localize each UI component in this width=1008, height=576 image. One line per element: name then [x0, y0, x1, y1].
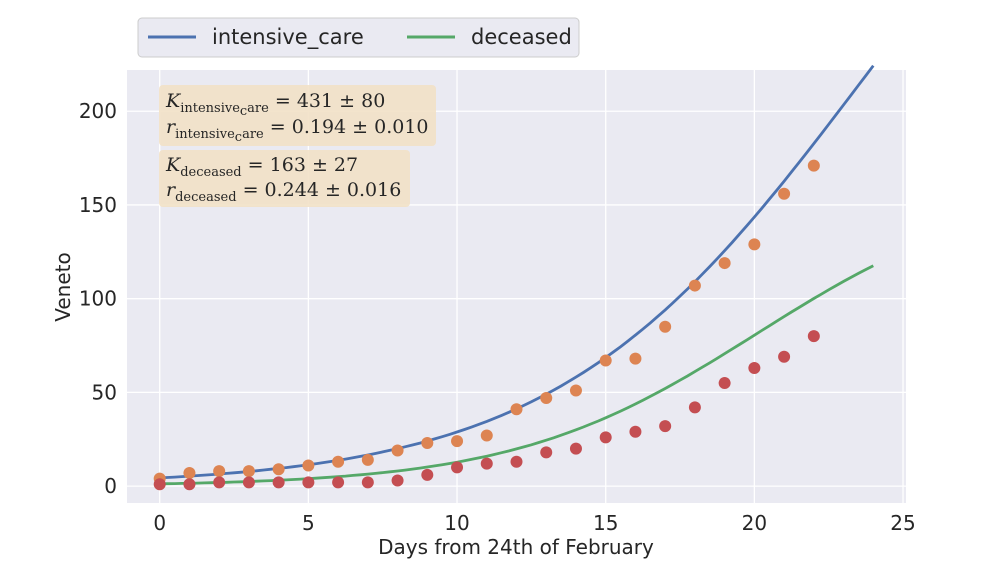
x-tick-label: 10	[444, 511, 469, 535]
data-point-deceased	[599, 431, 612, 444]
data-point-deceased	[302, 476, 315, 489]
y-axis-label: Veneto	[51, 252, 75, 322]
data-point-deceased	[778, 350, 791, 363]
data-point-deceased	[807, 330, 820, 343]
data-point-intensive-care	[599, 354, 612, 367]
data-point-deceased	[748, 362, 761, 375]
annotation-k-intensive-care: Kintensivecare = 431 ± 80	[165, 90, 385, 119]
x-tick-label: 5	[302, 511, 315, 535]
data-point-intensive-care	[778, 187, 791, 200]
data-point-deceased	[272, 476, 285, 489]
annotation-r-deceased: rdeceased = 0.244 ± 0.016	[166, 179, 401, 205]
y-tick-label: 200	[79, 99, 117, 123]
data-point-intensive-care	[421, 437, 434, 450]
data-point-intensive-care	[361, 453, 374, 466]
annotation-k-deceased: Kdeceased = 163 ± 27	[165, 154, 358, 180]
data-point-intensive-care	[569, 384, 582, 397]
data-point-intensive-care	[659, 320, 672, 333]
x-tick-label: 15	[593, 511, 618, 535]
data-point-deceased	[540, 446, 553, 459]
data-point-intensive-care	[510, 403, 523, 416]
y-tick-label: 0	[104, 474, 117, 498]
data-point-deceased	[659, 420, 672, 433]
data-point-intensive-care	[332, 455, 345, 468]
data-point-deceased	[510, 455, 523, 468]
data-point-deceased	[718, 377, 731, 390]
data-point-intensive-care	[807, 159, 820, 172]
legend-label-deceased: deceased	[471, 25, 572, 49]
data-point-deceased	[183, 478, 196, 491]
data-point-intensive-care	[688, 279, 701, 292]
data-point-deceased	[242, 476, 255, 489]
data-point-intensive-care	[272, 463, 285, 476]
x-tick-label: 0	[153, 511, 166, 535]
data-point-intensive-care	[213, 465, 226, 478]
x-tick-label: 20	[742, 511, 767, 535]
data-point-intensive-care	[718, 257, 731, 270]
x-axis-label: Days from 24th of February	[378, 535, 654, 559]
legend-label-intensive-care: intensive_care	[212, 25, 364, 50]
data-point-deceased	[213, 476, 226, 489]
y-tick-label: 150	[79, 193, 117, 217]
data-point-deceased	[451, 461, 464, 474]
data-point-deceased	[153, 478, 166, 491]
legend: intensive_care deceased	[137, 17, 580, 58]
annotation-r-intensive-care: rintensivecare = 0.194 ± 0.010	[166, 116, 429, 145]
data-point-deceased	[391, 474, 404, 487]
data-point-intensive-care	[451, 435, 464, 448]
data-point-intensive-care	[480, 429, 493, 442]
x-tick-labels: 0 5 10 15 20 25	[153, 511, 915, 535]
data-point-intensive-care	[540, 392, 553, 405]
data-point-intensive-care	[183, 467, 196, 480]
grid	[127, 70, 906, 503]
data-point-deceased	[332, 476, 345, 489]
y-tick-label: 100	[79, 287, 117, 311]
data-points	[153, 159, 820, 491]
data-point-intensive-care	[302, 459, 315, 472]
data-point-deceased	[688, 401, 701, 414]
data-point-intensive-care	[629, 352, 642, 365]
x-tick-label: 25	[890, 511, 915, 535]
annotation-box-intensive-care	[159, 85, 436, 146]
data-point-deceased	[421, 468, 434, 481]
legend-box	[137, 17, 580, 58]
data-point-deceased	[629, 425, 642, 438]
data-point-intensive-care	[242, 465, 255, 478]
y-tick-label: 50	[92, 380, 117, 404]
data-point-intensive-care	[748, 238, 761, 251]
data-point-deceased	[569, 442, 582, 455]
data-point-deceased	[480, 457, 493, 470]
y-tick-labels: 0 50 100 150 200	[79, 99, 117, 498]
data-point-intensive-care	[391, 444, 404, 457]
annotation-box-deceased	[159, 150, 410, 207]
fit-annotations: Kintensivecare = 431 ± 80 rintensivecare…	[159, 85, 436, 207]
data-point-deceased	[361, 476, 374, 489]
